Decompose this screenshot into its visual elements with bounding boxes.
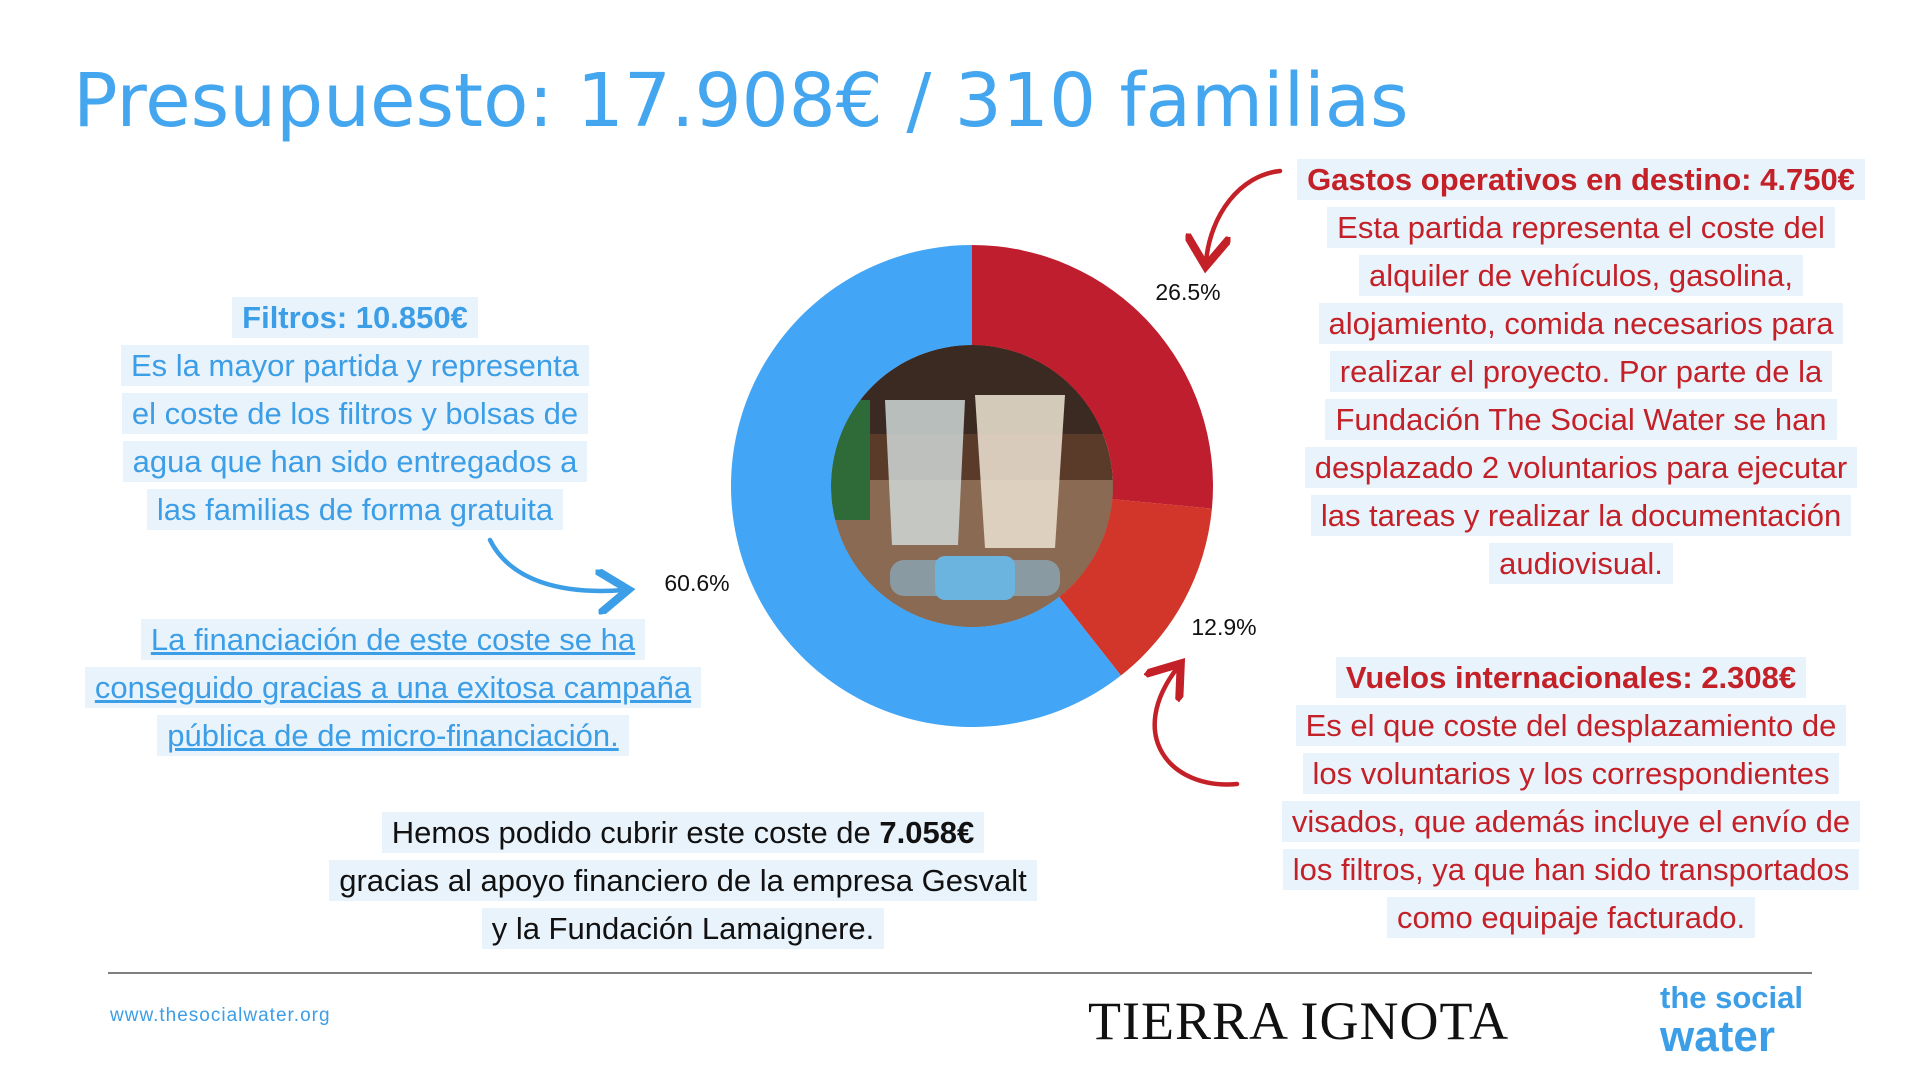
donut-segment [1059, 499, 1212, 676]
text-block: Gastos operativos en destino: 4.750€ Esta… [1031, 156, 1920, 588]
text: realizar el proyecto. Por parte de la [1329, 351, 1833, 392]
text-line: audiovisual. [1031, 540, 1920, 588]
text: Hemos podido cubrir este coste de [391, 815, 871, 850]
text-line: como equipaje facturado. [1021, 894, 1920, 942]
text: los voluntarios y los correspondientes [1302, 753, 1840, 794]
text-line: Hemos podido cubrir este coste de 7.058€ [133, 809, 1233, 857]
donut-segment [731, 245, 1121, 727]
text-line: pública de de micro-financiación. [0, 712, 943, 760]
text: La financiación de este coste se ha [140, 619, 646, 660]
text-line: los filtros, ya que han sido transportad… [1021, 846, 1920, 894]
text: desplazado 2 voluntarios para ejecutar [1304, 447, 1858, 488]
text: las tareas y realizar la documentación [1310, 495, 1852, 536]
text: el coste de los filtros y bolsas de [121, 393, 589, 434]
text: los filtros, ya que han sido transportad… [1282, 849, 1860, 890]
text: visados, que además incluye el envío de [1281, 801, 1861, 842]
text-line: Fundación The Social Water se han [1031, 396, 1920, 444]
text-block: Vuelos internacionales: 2.308€ Es el que … [1021, 654, 1920, 942]
text: gracias al apoyo financiero de la empres… [329, 860, 1037, 901]
text: conseguido gracias a una exitosa campaña [84, 667, 702, 708]
text-block: Filtros: 10.850€ Es la mayor partida y re… [0, 294, 905, 534]
text-block: La financiación de este coste se ha conse… [0, 616, 943, 760]
text: Esta partida representa el coste del [1327, 207, 1835, 248]
text: pública de de micro-financiación. [157, 715, 629, 756]
text-line: desplazado 2 voluntarios para ejecutar [1031, 444, 1920, 492]
text: agua que han sido entregados a [122, 441, 588, 482]
text-line: gracias al apoyo financiero de la empres… [133, 857, 1233, 905]
amount: 7.058€ [879, 815, 975, 850]
text: audiovisual. [1489, 543, 1673, 584]
text: Gastos operativos en destino: 4.750€ [1297, 159, 1865, 200]
website-url: www.thesocialwater.org [110, 1005, 331, 1026]
text-line: Esta partida representa el coste del [1031, 204, 1920, 252]
text-line: Es la mayor partida y representa [0, 342, 905, 390]
text-line: alojamiento, comida necesarios para [1031, 300, 1920, 348]
title: Presupuesto: 17.908€ / 310 familias [73, 58, 1409, 144]
text: como equipaje facturado. [1386, 897, 1756, 938]
text-line: Es el que coste del desplazamiento de [1021, 702, 1920, 750]
text-line: realizar el proyecto. Por parte de la [1031, 348, 1920, 396]
value-label: 12.9% [1191, 614, 1256, 640]
text: las familias de forma gratuita [146, 489, 564, 530]
text: Vuelos internacionales: 2.308€ [1335, 657, 1807, 698]
value-label: 26.5% [1155, 279, 1220, 305]
arrow [487, 537, 624, 591]
text-line: Gastos operativos en destino: 4.750€ [1031, 156, 1920, 204]
value-label: 60.6% [664, 570, 729, 596]
text: y la Fundación Lamaignere. [481, 908, 885, 949]
text-line: alquiler de vehículos, gasolina, [1031, 252, 1920, 300]
text: Filtros: 10.850€ [232, 297, 478, 338]
text: Es la mayor partida y representa [121, 345, 589, 386]
text-line: y la Fundación Lamaignere. [133, 905, 1233, 953]
photo [831, 345, 1113, 627]
text-line: visados, que además incluye el envío de [1021, 798, 1920, 846]
text-line: las familias de forma gratuita [0, 486, 905, 534]
text: alquiler de vehículos, gasolina, [1359, 255, 1803, 296]
arrow [1206, 168, 1283, 262]
text-line: agua que han sido entregados a [0, 438, 905, 486]
text: alojamiento, comida necesarios para [1318, 303, 1844, 344]
text: Es el que coste del desplazamiento de [1295, 705, 1847, 746]
arrow [1155, 667, 1240, 787]
donut-segment [972, 245, 1213, 509]
partner-logo: TIERRA IGNOTA [1088, 991, 1510, 1051]
text-line: conseguido gracias a una exitosa campaña [0, 664, 943, 712]
text-line: La financiación de este coste se ha [0, 616, 943, 664]
text: Fundación The Social Water se han [1325, 399, 1837, 440]
text-line: Vuelos internacionales: 2.308€ [1021, 654, 1920, 702]
text-line: las tareas y realizar la documentación [1031, 492, 1920, 540]
text-block: Hemos podido cubrir este coste de 7.058€… [133, 809, 1233, 953]
logo-text: water [1660, 1012, 1775, 1061]
logo-text: the social [1660, 980, 1803, 1015]
text-line: los voluntarios y los correspondientes [1021, 750, 1920, 798]
text-line: el coste de los filtros y bolsas de [0, 390, 905, 438]
text: Hemos podido cubrir este coste de 7.058€ [381, 812, 985, 853]
text-line: Filtros: 10.850€ [0, 294, 905, 342]
